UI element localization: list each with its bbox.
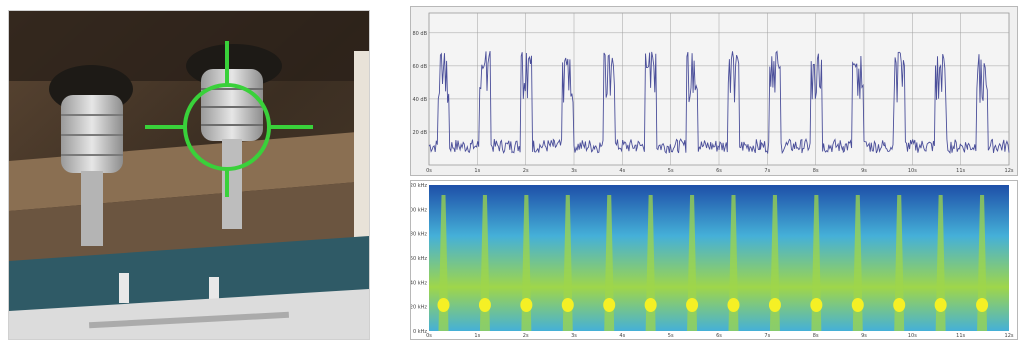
spec-xtick: 3s	[571, 333, 577, 339]
spec-xtick: 4s	[619, 333, 625, 339]
insulator-left	[49, 65, 133, 246]
spec-xtick: 7s	[764, 333, 770, 339]
energy-peak	[644, 298, 657, 312]
wave-ytick: 60 dB	[412, 64, 427, 70]
energy-peak	[976, 298, 989, 312]
energy-peak	[934, 298, 947, 312]
spec-ytick: 60 kHz	[411, 256, 427, 262]
energy-column	[769, 195, 780, 331]
spec-xtick: 6s	[716, 333, 722, 339]
wave-ytick: 20 dB	[412, 130, 427, 136]
spec-ytick: 120 kHz	[411, 183, 427, 189]
wave-xtick: 7s	[764, 168, 770, 174]
spec-ytick: 100 kHz	[411, 207, 427, 213]
energy-column	[935, 195, 946, 331]
wave-xtick: 1s	[474, 168, 480, 174]
energy-column	[562, 195, 573, 331]
camera-scene	[9, 11, 369, 339]
spec-xtick: 11s	[956, 333, 965, 339]
energy-column	[852, 195, 863, 331]
wave-xtick: 11s	[956, 168, 965, 174]
spec-xtick: 2s	[523, 333, 529, 339]
spec-ytick: 40 kHz	[411, 280, 427, 286]
wave-xtick: 0s	[426, 168, 432, 174]
camera-view	[8, 10, 370, 340]
energy-column	[521, 195, 532, 331]
insulator-right	[186, 44, 282, 229]
wave-xtick: 4s	[619, 168, 625, 174]
energy-column	[479, 195, 490, 331]
spectrogram-field	[429, 185, 1009, 331]
spec-xtick: 0s	[426, 333, 432, 339]
spec-ytick: 0 kHz	[413, 329, 427, 335]
energy-column	[811, 195, 822, 331]
waveform-chart: 0s 1s 2s 3s 4s 5s 6s 7s 8s 9s 10s 11s 12s 20 dB 40 dB 6…	[412, 12, 1014, 174]
wave-xtick: 6s	[716, 168, 722, 174]
energy-peak	[851, 298, 864, 312]
wave-xtick: 8s	[813, 168, 819, 174]
spec-ytick: 80 kHz	[411, 232, 427, 238]
energy-peak	[478, 298, 491, 312]
energy-peak	[520, 298, 533, 312]
energy-peak	[603, 298, 616, 312]
wave-ytick: 40 dB	[412, 97, 427, 103]
energy-peak	[893, 298, 906, 312]
energy-peak	[727, 298, 740, 312]
spec-xtick: 12s	[1005, 333, 1014, 339]
energy-column	[894, 195, 905, 331]
energy-column	[604, 195, 615, 331]
wave-xtick: 12s	[1005, 168, 1014, 174]
spectrogram-chart: 0s 1s 2s 3s 4s 5s 6s 7s 8s 9s 10s 11s 12s 0 kHz 20 kHz…	[407, 183, 1014, 339]
wave-xtick: 10s	[908, 168, 917, 174]
energy-peak	[768, 298, 781, 312]
wave-xtick: 2s	[523, 168, 529, 174]
target-crosshair	[145, 41, 313, 197]
energy-peak	[686, 298, 699, 312]
spec-xtick: 10s	[908, 333, 917, 339]
wave-xtick: 5s	[668, 168, 674, 174]
wave-xtick: 3s	[571, 168, 577, 174]
wave-xtick: 9s	[861, 168, 867, 174]
spec-xtick: 5s	[668, 333, 674, 339]
spec-xtick: 1s	[474, 333, 480, 339]
pillar	[354, 51, 369, 251]
waveform-panel: 0s 1s 2s 3s 4s 5s 6s 7s 8s 9s 10s 11s 12s 20 dB 40 dB 6…	[410, 6, 1018, 176]
energy-column	[977, 195, 988, 331]
spectrogram-panel: 0s 1s 2s 3s 4s 5s 6s 7s 8s 9s 10s 11s 12s 0 kHz 20 kHz…	[407, 180, 1018, 340]
spec-ytick: 20 kHz	[411, 305, 427, 311]
energy-peak	[437, 298, 450, 312]
spec-xtick: 9s	[861, 333, 867, 339]
energy-column	[645, 195, 656, 331]
energy-peak	[810, 298, 823, 312]
spec-xtick: 8s	[813, 333, 819, 339]
waveform-line	[428, 50, 1010, 155]
wave-ytick: 80 dB	[412, 31, 427, 37]
energy-column	[438, 195, 449, 331]
energy-column	[728, 195, 739, 331]
energy-peak	[561, 298, 574, 312]
energy-column	[687, 195, 698, 331]
